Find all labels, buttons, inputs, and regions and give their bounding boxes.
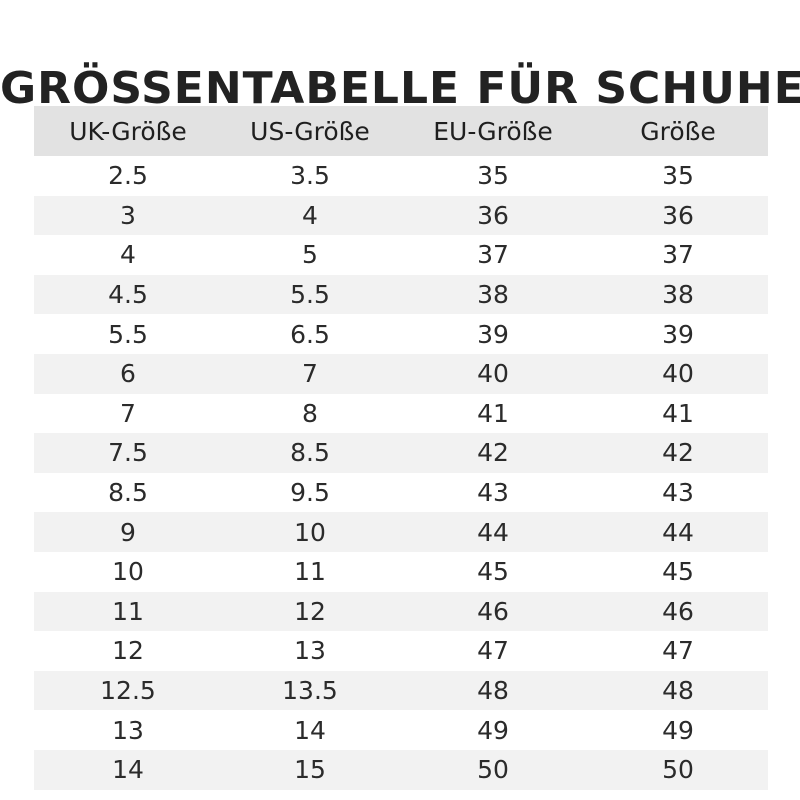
- cell-eu-size: 38: [398, 274, 588, 315]
- cell-eu-size: 45: [477, 557, 509, 587]
- cell-uk-size: 13: [112, 715, 144, 745]
- table-row: 8.5 9.5 43 43: [34, 473, 768, 513]
- cell-us-size: 14: [294, 715, 326, 745]
- cell-size: 40: [588, 353, 768, 394]
- cell-size: 47: [662, 636, 694, 666]
- cell-size: 48: [588, 670, 768, 711]
- cell-eu-size: 39: [477, 319, 509, 349]
- column-header-uk-size: UK-Größe: [34, 106, 222, 156]
- cell-us-size: 12: [222, 591, 398, 632]
- cell-size: 43: [662, 478, 694, 508]
- cell-us-size: 5: [302, 240, 318, 270]
- cell-size: 44: [588, 512, 768, 552]
- cell-eu-size: 41: [477, 398, 509, 428]
- table-row: 11 12 46 46: [34, 591, 768, 632]
- cell-size: 50: [588, 749, 768, 790]
- table-row: 12 13 47 47: [34, 631, 768, 671]
- table-row: 10 11 45 45: [34, 552, 768, 592]
- cell-us-size: 15: [222, 749, 398, 790]
- cell-eu-size: 50: [398, 749, 588, 790]
- table-row: 7.5 8.5 42 42: [34, 433, 768, 473]
- column-header-size: Größe: [588, 106, 768, 156]
- cell-uk-size: 4.5: [34, 274, 222, 315]
- cell-size: 36: [588, 195, 768, 236]
- table-row: 3 4 36 36: [34, 195, 768, 236]
- cell-uk-size: 6: [34, 353, 222, 394]
- cell-uk-size: 14: [34, 749, 222, 790]
- cell-eu-size: 43: [477, 478, 509, 508]
- cell-uk-size: 7: [120, 398, 136, 428]
- cell-uk-size: 5.5: [108, 319, 148, 349]
- table-row: 4.5 5.5 38 38: [34, 274, 768, 315]
- cell-size: 38: [588, 274, 768, 315]
- cell-size: 45: [662, 557, 694, 587]
- table-row: 13 14 49 49: [34, 710, 768, 750]
- table-row: 7 8 41 41: [34, 394, 768, 434]
- table-body: 2.5 3.5 35 35 3 4 36 36 4 5 37 37 4.5 5.5 38 38 5.5 6.5 39…: [34, 156, 768, 790]
- cell-us-size: 13: [294, 636, 326, 666]
- cell-size: 49: [662, 715, 694, 745]
- cell-eu-size: 37: [477, 240, 509, 270]
- table-row: 2.5 3.5 35 35: [34, 156, 768, 196]
- page-title: GRÖSSENTABELLE FÜR SCHUHE: [0, 63, 800, 115]
- size-chart-table: UK-Größe US-Größe EU-Größe Größe 2.5 3.5 3…: [34, 106, 768, 790]
- cell-uk-size: 9: [34, 512, 222, 552]
- table-row: 6 7 40 40: [34, 353, 768, 394]
- column-header-eu-size: EU-Größe: [398, 106, 588, 156]
- cell-uk-size: 12.5: [34, 670, 222, 711]
- table-row: 9 10 44 44: [34, 512, 768, 552]
- column-header-us-size: US-Größe: [222, 106, 398, 156]
- cell-eu-size: 36: [398, 195, 588, 236]
- cell-uk-size: 4: [120, 240, 136, 270]
- cell-uk-size: 7.5: [34, 433, 222, 473]
- cell-eu-size: 40: [398, 353, 588, 394]
- cell-us-size: 6.5: [290, 319, 330, 349]
- cell-us-size: 8: [302, 398, 318, 428]
- cell-eu-size: 48: [398, 670, 588, 711]
- cell-size: 37: [662, 240, 694, 270]
- cell-uk-size: 11: [34, 591, 222, 632]
- cell-eu-size: 47: [477, 636, 509, 666]
- cell-us-size: 5.5: [222, 274, 398, 315]
- cell-size: 46: [588, 591, 768, 632]
- cell-us-size: 11: [294, 557, 326, 587]
- cell-uk-size: 12: [112, 636, 144, 666]
- cell-size: 41: [662, 398, 694, 428]
- cell-us-size: 8.5: [222, 433, 398, 473]
- cell-uk-size: 2.5: [108, 161, 148, 191]
- cell-us-size: 7: [222, 353, 398, 394]
- cell-uk-size: 8.5: [108, 478, 148, 508]
- header-row: UK-Größe US-Größe EU-Größe Größe: [34, 106, 768, 156]
- cell-eu-size: 46: [398, 591, 588, 632]
- cell-eu-size: 42: [398, 433, 588, 473]
- cell-uk-size: 3: [34, 195, 222, 236]
- cell-size: 42: [588, 433, 768, 473]
- cell-us-size: 13.5: [222, 670, 398, 711]
- cell-size: 39: [662, 319, 694, 349]
- cell-eu-size: 44: [398, 512, 588, 552]
- table-row: 4 5 37 37: [34, 235, 768, 275]
- table-row: 14 15 50 50: [34, 749, 768, 790]
- cell-eu-size: 35: [477, 161, 509, 191]
- table-row: 12.5 13.5 48 48: [34, 670, 768, 711]
- table-header: UK-Größe US-Größe EU-Größe Größe: [34, 106, 768, 156]
- cell-us-size: 4: [222, 195, 398, 236]
- cell-uk-size: 10: [112, 557, 144, 587]
- cell-us-size: 9.5: [290, 478, 330, 508]
- cell-size: 35: [662, 161, 694, 191]
- table-row: 5.5 6.5 39 39: [34, 314, 768, 354]
- cell-us-size: 10: [222, 512, 398, 552]
- cell-eu-size: 49: [477, 715, 509, 745]
- cell-us-size: 3.5: [290, 161, 330, 191]
